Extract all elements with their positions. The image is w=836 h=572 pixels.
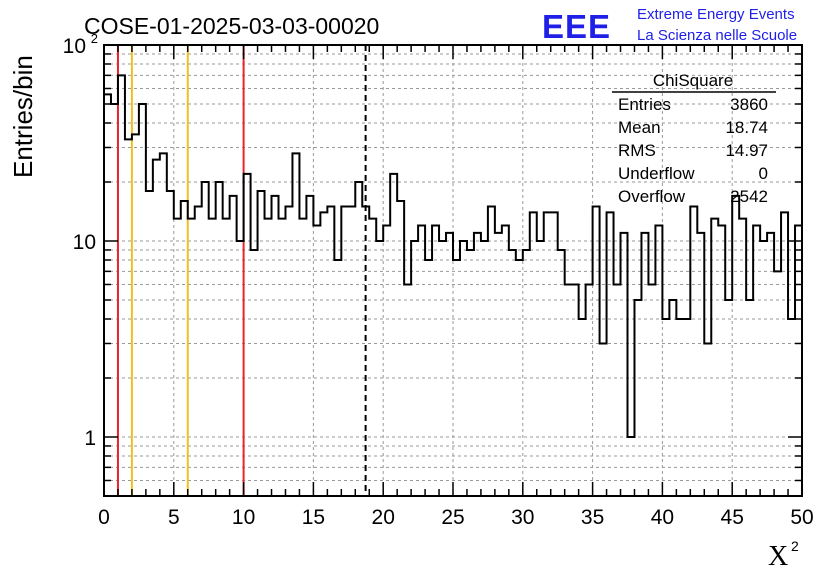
y-tick-label-exponent: 2: [91, 31, 98, 46]
stats-entries-label: Entries: [618, 95, 671, 114]
x-tick-label: 5: [168, 506, 180, 529]
x-tick-label: 40: [651, 506, 674, 529]
grid-lines: [104, 44, 802, 497]
logo-mark: EEE: [542, 8, 611, 45]
plot-title: COSE-01-2025-03-03-00020: [84, 13, 379, 39]
x-tick-label: 0: [98, 506, 110, 529]
stats-box: ChiSquare Entries 3860 Mean 18.74 RMS 14…: [612, 71, 776, 206]
x-tick-label: 50: [790, 506, 813, 529]
y-tick-label: 10: [63, 35, 86, 58]
stats-row: Overflow 2542: [618, 187, 768, 206]
axis-ticks: [103, 44, 803, 497]
stats-underflow-label: Underflow: [618, 164, 695, 183]
reference-lines: [116, 45, 367, 496]
stats-underflow-value: 0: [759, 164, 768, 183]
logo-line-1: Extreme Energy Events: [637, 6, 795, 23]
stats-entries-value: 3860: [730, 95, 768, 114]
stats-row: Underflow 0: [618, 164, 768, 183]
x-tick-label: 30: [511, 506, 534, 529]
eee-logo: EEE Extreme Energy Events La Scienza nel…: [542, 6, 797, 45]
stats-rms-value: 14.97: [725, 141, 768, 160]
logo-line-2: La Scienza nelle Scuole: [637, 27, 797, 44]
x-tick-label: 45: [721, 506, 744, 529]
stats-row: Entries 3860: [618, 95, 768, 114]
stats-overflow-value: 2542: [730, 187, 768, 206]
stats-mean-value: 18.74: [725, 118, 768, 137]
histogram-outline: [104, 74, 802, 438]
stats-mean-label: Mean: [618, 118, 661, 137]
stats-rms-label: RMS: [618, 141, 656, 160]
x-axis-title-superscript: 2: [791, 538, 799, 554]
x-axis-title: X 2: [768, 538, 799, 572]
x-tick-label: 15: [302, 506, 325, 529]
y-tick-label: 10: [73, 231, 96, 254]
x-tick-label: 20: [372, 506, 395, 529]
tick-labels: 0 5 10 15 20 25 30 35 40 45 50 1 10 10 2: [63, 31, 814, 529]
x-tick-label: 35: [581, 506, 604, 529]
y-tick-label: 1: [84, 427, 96, 450]
x-axis-title-base: X: [768, 541, 788, 572]
stats-row: RMS 14.97: [618, 141, 768, 160]
y-axis-title: Entries/bin: [8, 55, 38, 178]
stats-row: Mean 18.74: [618, 118, 768, 137]
x-tick-label: 25: [441, 506, 464, 529]
stats-title: ChiSquare: [653, 71, 733, 90]
stats-overflow-label: Overflow: [618, 187, 686, 206]
x-tick-label: 10: [232, 506, 255, 529]
